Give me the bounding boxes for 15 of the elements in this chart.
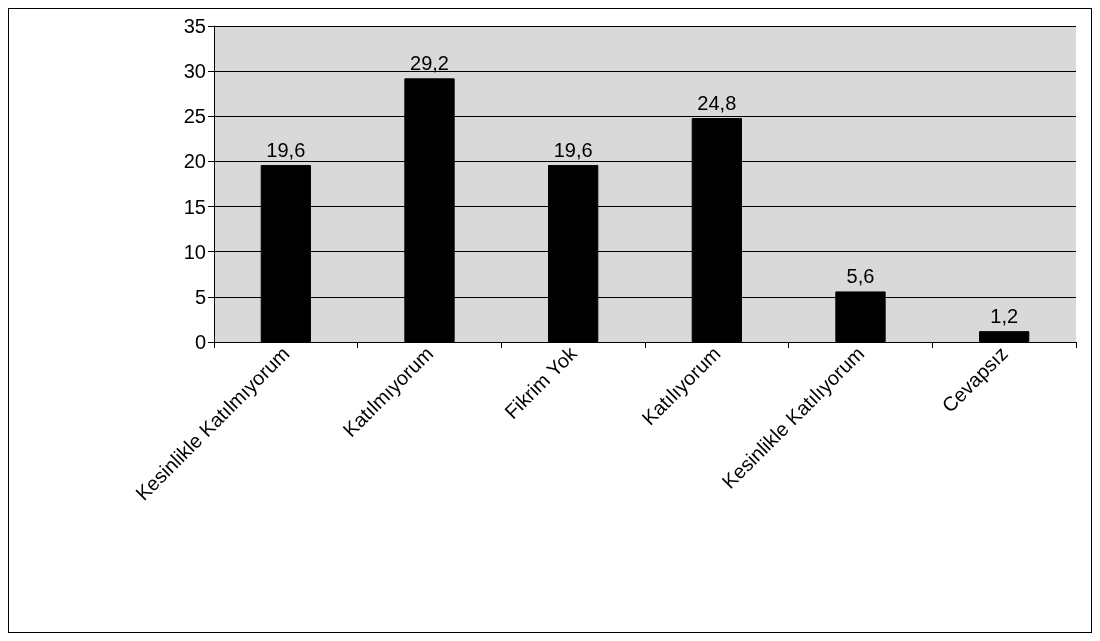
y-tick-label: 15 [183, 195, 206, 218]
y-tick-label: 20 [183, 150, 206, 173]
y-tick-label: 5 [194, 285, 206, 308]
y-tick-label: 25 [183, 105, 206, 128]
y-tick-label: 10 [183, 240, 206, 263]
y-tick-label: 30 [183, 60, 206, 83]
data-label: 1,2 [990, 305, 1019, 328]
data-label: 19,6 [266, 139, 306, 162]
y-tick-label: 35 [183, 15, 206, 37]
data-label: 24,8 [697, 92, 737, 115]
bar [979, 331, 1030, 342]
y-tick-label: 0 [194, 331, 206, 353]
data-label: 29,2 [410, 52, 449, 75]
data-label: 19,6 [553, 139, 593, 162]
data-label: 5,6 [846, 265, 875, 288]
